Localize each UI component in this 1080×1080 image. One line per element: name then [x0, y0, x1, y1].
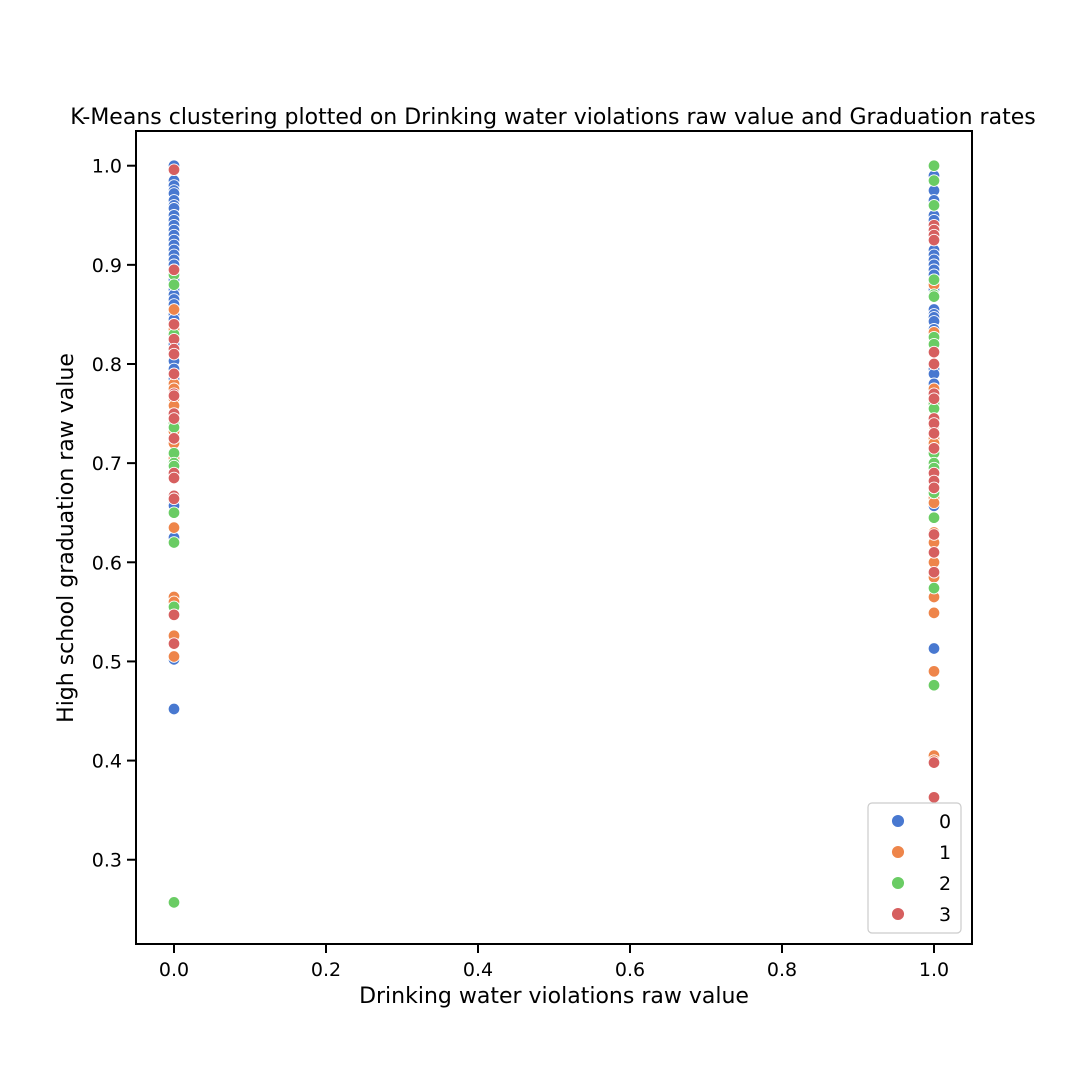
y-tick-label: 0.4: [92, 751, 122, 773]
x-tick-label: 0.6: [615, 959, 645, 981]
point-cluster-3: [167, 263, 181, 277]
point-cluster-3: [167, 318, 181, 331]
y-axis-label: High school graduation raw value: [54, 353, 79, 723]
y-tick-label: 0.9: [92, 255, 122, 277]
point-cluster-2: [927, 174, 941, 187]
legend-marker-2: [891, 876, 905, 890]
legend-label-1: 1: [939, 842, 951, 864]
point-cluster-3: [927, 565, 941, 579]
point-cluster-2: [927, 159, 941, 172]
legend-box: [867, 802, 962, 934]
legend-label-2: 2: [939, 873, 951, 895]
point-cluster-2: [927, 511, 941, 524]
point-cluster-3: [927, 546, 941, 559]
legend-marker-0: [891, 814, 905, 828]
y-tick-label: 0.6: [92, 552, 122, 574]
point-cluster-0: [167, 702, 181, 716]
plot-frame: [135, 130, 973, 945]
point-cluster-2: [167, 896, 181, 909]
point-cluster-3: [167, 412, 181, 425]
point-cluster-1: [167, 521, 181, 534]
x-axis-ticks: 0.0 0.2 0.4 0.6 0.8 1.0: [159, 944, 949, 981]
point-cluster-2: [167, 506, 181, 519]
point-cluster-1: [167, 303, 181, 316]
point-cluster-3: [167, 432, 181, 445]
y-tick-label: 0.8: [92, 354, 122, 376]
point-cluster-3: [927, 427, 941, 440]
point-cluster-2: [927, 290, 941, 303]
point-cluster-3: [167, 163, 181, 176]
points-layer: [167, 159, 941, 909]
x-axis-label: Drinking water violations raw value: [359, 984, 749, 1009]
y-axis-ticks: 0.3 0.4 0.5 0.6 0.7 0.8 0.9 1.0: [92, 156, 136, 872]
legend-items: 0 1 2 3: [891, 811, 951, 926]
point-cluster-0: [927, 642, 941, 655]
point-cluster-3: [167, 367, 181, 381]
point-cluster-3: [167, 492, 181, 506]
legend-marker-1: [891, 845, 905, 859]
y-tick-label: 1.0: [92, 156, 122, 178]
point-cluster-1: [167, 650, 181, 663]
point-cluster-3: [167, 608, 181, 622]
point-cluster-2: [167, 536, 181, 549]
x-tick-label: 0.8: [767, 959, 797, 981]
legend-marker-3: [891, 907, 905, 921]
point-cluster-2: [927, 273, 941, 286]
x-tick-label: 0.0: [159, 959, 189, 981]
point-cluster-1: [927, 606, 941, 620]
legend-label-3: 3: [939, 904, 951, 926]
x-tick-label: 0.2: [311, 959, 341, 981]
point-cluster-2: [927, 581, 941, 595]
x-tick-label: 1.0: [919, 959, 949, 981]
point-cluster-1: [927, 665, 941, 678]
point-cluster-3: [927, 357, 941, 371]
point-cluster-3: [927, 233, 941, 247]
x-tick-label: 0.4: [463, 959, 493, 981]
point-cluster-3: [927, 756, 941, 769]
point-cluster-2: [927, 678, 941, 692]
point-cluster-3: [927, 481, 941, 495]
point-cluster-3: [927, 392, 941, 405]
legend-label-0: 0: [939, 811, 951, 833]
legend: 0 1 2 3: [867, 802, 962, 934]
point-cluster-3: [927, 345, 941, 359]
point-cluster-3: [167, 389, 181, 402]
point-cluster-3: [927, 791, 941, 804]
y-tick-label: 0.7: [92, 453, 122, 475]
point-cluster-3: [167, 471, 181, 485]
y-tick-label: 0.5: [92, 651, 122, 673]
chart-title: K-Means clustering plotted on Drinking w…: [70, 105, 1035, 130]
point-cluster-2: [927, 199, 941, 212]
point-cluster-2: [167, 278, 181, 291]
point-cluster-3: [927, 528, 941, 541]
point-cluster-3: [167, 637, 181, 650]
point-cluster-3: [927, 442, 941, 455]
y-tick-label: 0.3: [92, 850, 122, 872]
point-cluster-3: [167, 347, 181, 361]
